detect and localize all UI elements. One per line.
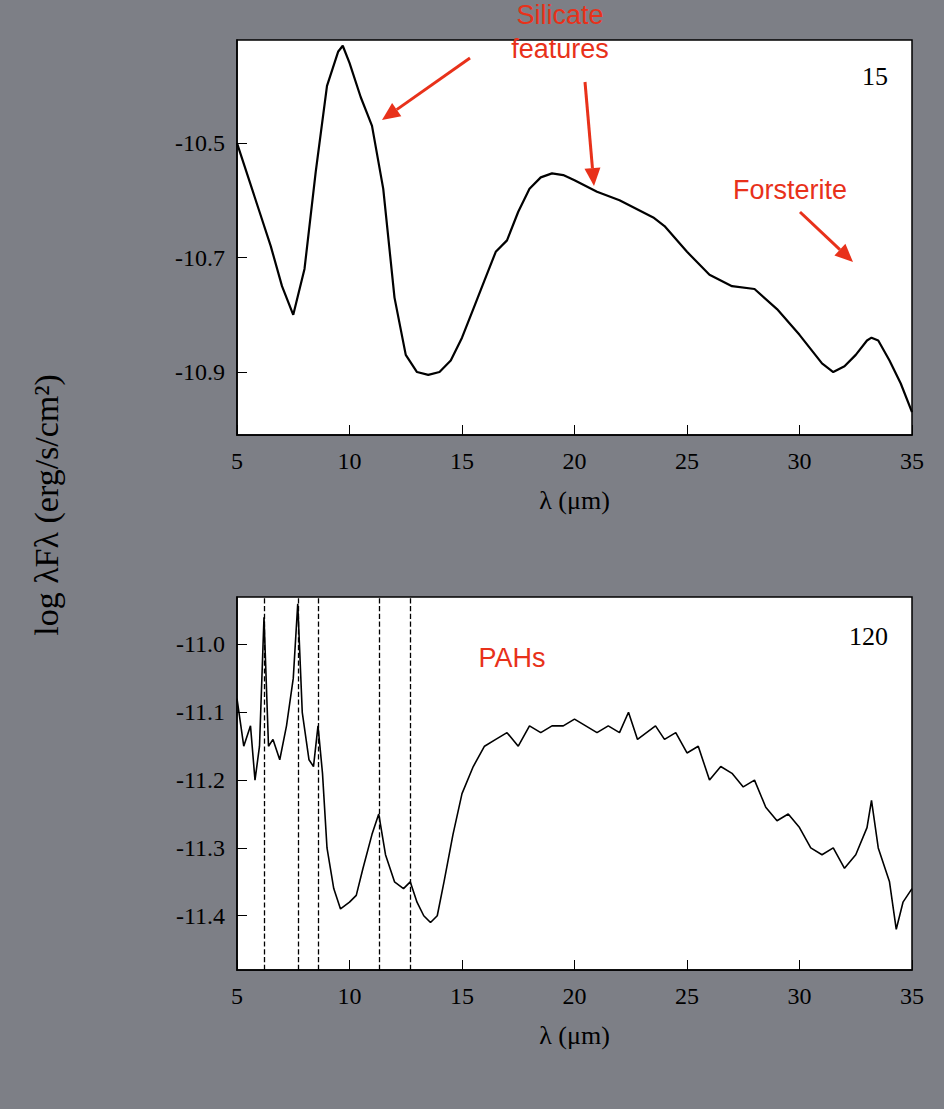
svg-text:35: 35 [900, 983, 924, 1009]
svg-text:10: 10 [338, 448, 362, 474]
svg-text:λ (μm): λ (μm) [539, 1021, 610, 1050]
svg-text:-10.9: -10.9 [175, 359, 225, 385]
svg-text:-11.4: -11.4 [176, 903, 225, 929]
svg-text:λ (μm): λ (μm) [539, 486, 610, 515]
svg-text:features: features [511, 34, 609, 64]
svg-text:-11.3: -11.3 [176, 835, 225, 861]
svg-text:15: 15 [862, 62, 888, 91]
svg-text:15: 15 [450, 983, 474, 1009]
svg-text:25: 25 [675, 448, 699, 474]
svg-text:5: 5 [231, 983, 243, 1009]
svg-text:120: 120 [849, 622, 888, 651]
svg-text:5: 5 [231, 448, 243, 474]
svg-text:-11.1: -11.1 [176, 699, 225, 725]
svg-text:-10.5: -10.5 [175, 130, 225, 156]
svg-text:-11.0: -11.0 [176, 631, 225, 657]
svg-text:15: 15 [450, 448, 474, 474]
svg-text:Silicate: Silicate [516, 0, 603, 30]
svg-text:10: 10 [338, 983, 362, 1009]
svg-text:35: 35 [900, 448, 924, 474]
svg-text:20: 20 [563, 983, 587, 1009]
svg-text:20: 20 [563, 448, 587, 474]
svg-text:PAHs: PAHs [478, 643, 545, 673]
svg-text:25: 25 [675, 983, 699, 1009]
svg-text:30: 30 [788, 448, 812, 474]
svg-text:log λFλ (erg/s/cm²): log λFλ (erg/s/cm²) [28, 374, 66, 636]
svg-text:Forsterite: Forsterite [733, 175, 847, 205]
svg-text:-10.7: -10.7 [175, 245, 225, 271]
svg-text:30: 30 [788, 983, 812, 1009]
svg-text:-11.2: -11.2 [176, 767, 225, 793]
